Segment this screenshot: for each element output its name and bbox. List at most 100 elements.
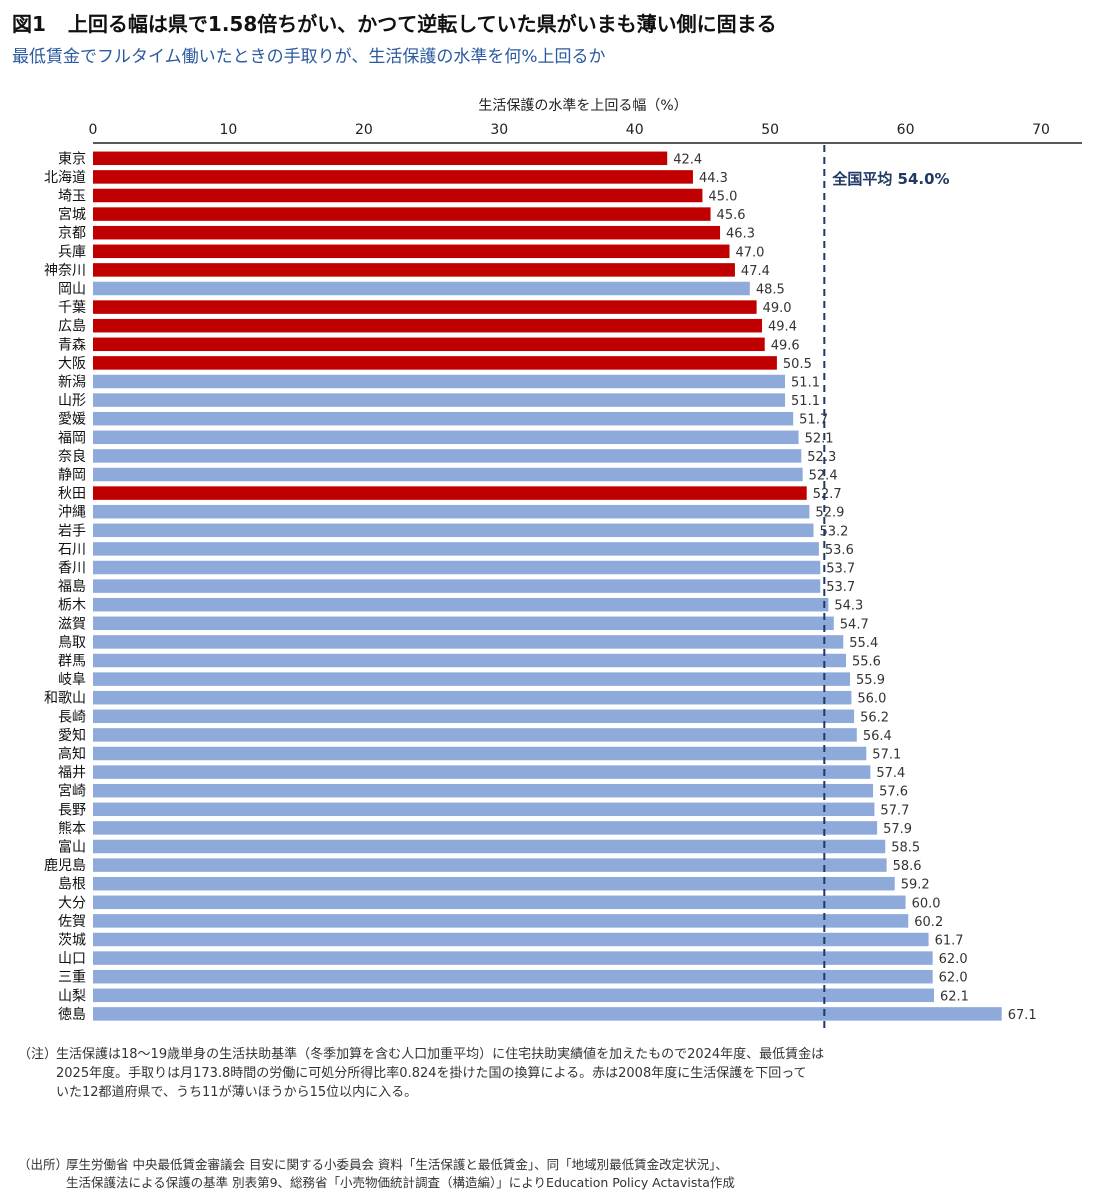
x-tick-label: 40 — [626, 122, 644, 138]
value-label: 46.3 — [726, 227, 755, 242]
value-label: 55.9 — [856, 673, 885, 688]
value-label: 60.0 — [912, 896, 941, 911]
bar — [93, 914, 909, 928]
bar — [93, 839, 886, 854]
value-label: 50.5 — [783, 357, 812, 372]
category-label: 富山 — [58, 839, 86, 856]
value-labels: 42.4 44.3 45.0 45.6 46.3 47.0 47.4 48.5 49.0 49.4… — [673, 152, 1036, 1023]
average-reference-label: 全国平均 54.0% — [831, 170, 949, 188]
category-labels: 東京北海道埼玉宮城京都兵庫神奈川岡山千葉広島青森大阪新潟山形愛媛福岡奈良静岡秋田… — [44, 151, 86, 1023]
bar — [93, 635, 844, 649]
bar — [93, 969, 933, 984]
notes: （注） 生活保護は18～19歳単身の生活扶助基準（冬季加算を含む人口加重平均）に… — [18, 1045, 918, 1102]
category-label: 宮城 — [58, 207, 86, 223]
bar — [93, 207, 711, 221]
bar — [93, 876, 895, 891]
bar — [93, 281, 750, 296]
value-label: 52.7 — [813, 487, 842, 502]
value-label: 47.4 — [741, 264, 770, 279]
x-tick-label: 70 — [1032, 122, 1050, 138]
category-label: 鹿児島 — [44, 857, 86, 874]
value-label: 51.1 — [791, 394, 820, 409]
bar — [93, 672, 851, 686]
value-label: 49.6 — [771, 338, 800, 353]
value-label: 45.0 — [708, 190, 737, 205]
bar — [93, 765, 871, 779]
category-label: 長野 — [58, 802, 86, 818]
bar — [93, 337, 765, 352]
bar — [93, 467, 803, 482]
value-label: 49.4 — [768, 320, 797, 335]
bar — [93, 170, 693, 184]
bar — [93, 542, 819, 556]
value-label: 67.1 — [1008, 1008, 1037, 1023]
category-label: 群馬 — [58, 654, 86, 670]
category-label: 東京 — [58, 151, 86, 167]
value-label: 54.7 — [840, 617, 869, 632]
value-label: 44.3 — [699, 171, 728, 186]
category-label: 京都 — [58, 226, 86, 242]
bar — [93, 690, 852, 705]
value-label: 45.6 — [717, 208, 746, 223]
bar — [93, 225, 721, 240]
category-label: 長崎 — [58, 709, 86, 725]
bar — [93, 988, 935, 1003]
x-axis-ticks: 0 10 20 30 40 50 60 70 — [89, 122, 1050, 138]
notes-line: 生活保護は18～19歳単身の生活扶助基準（冬季加算を含む人口加重平均）に住宅扶助… — [56, 1047, 825, 1062]
category-label: 奈良 — [58, 449, 86, 465]
bar — [93, 895, 906, 910]
bar — [93, 597, 829, 612]
category-label: 岩手 — [58, 523, 86, 539]
figure-number: 図1 — [12, 12, 46, 36]
x-axis-label: 生活保護の水準を上回る幅（%） — [478, 98, 687, 114]
category-label: 宮崎 — [58, 784, 86, 800]
bar — [93, 356, 777, 370]
category-label: 和歌山 — [44, 691, 86, 707]
category-label: 高知 — [58, 746, 86, 763]
notes-line: 2025年度。手取りは月173.8時間の労働に可処分所得比率0.824を掛けた国… — [56, 1066, 807, 1081]
category-label: 広島 — [58, 319, 86, 335]
category-label: 島根 — [58, 877, 86, 893]
notes-line: いた12都道府県で、うち11が薄いほうから15位以内に入る。 — [56, 1085, 418, 1100]
value-label: 57.6 — [879, 785, 908, 800]
chart-subtitle: 最低賃金でフルタイム働いたときの手取りが、生活保護の水準を何%上回るか — [12, 47, 606, 67]
value-label: 55.6 — [852, 655, 881, 670]
value-label: 53.7 — [826, 580, 855, 595]
category-label: 岐阜 — [58, 671, 86, 688]
value-label: 52.9 — [815, 506, 844, 521]
bar — [93, 802, 875, 817]
source: （出所） 厚生労働省 中央最低賃金審議会 目安に関する小委員会 資料「生活保護と… — [18, 1156, 1088, 1192]
value-label: 49.0 — [763, 301, 792, 316]
bar — [93, 951, 933, 965]
category-label: 北海道 — [44, 170, 86, 186]
category-label: 山形 — [58, 393, 86, 409]
bar — [93, 486, 807, 500]
x-tick-label: 30 — [490, 122, 508, 138]
category-label: 神奈川 — [44, 263, 86, 279]
x-tick-label: 60 — [897, 122, 915, 138]
value-label: 56.2 — [860, 710, 889, 725]
bar-chart: 生活保護の水準を上回る幅（%） 0 10 20 30 40 50 60 70 東京北海道埼玉宮… — [44, 98, 1082, 1030]
category-label: 茨城 — [58, 933, 86, 949]
source-label: （出所） — [18, 1157, 69, 1172]
category-label: 大阪 — [58, 356, 86, 372]
value-label: 56.4 — [863, 729, 892, 744]
value-label: 55.4 — [849, 636, 878, 651]
category-label: 愛媛 — [58, 412, 86, 428]
category-label: 福岡 — [58, 430, 86, 446]
bar — [93, 411, 794, 426]
bar — [93, 1007, 1002, 1021]
bar — [93, 932, 929, 947]
category-label: 香川 — [58, 561, 86, 577]
value-label: 57.9 — [883, 822, 912, 837]
bar — [93, 523, 814, 538]
value-label: 47.0 — [736, 245, 765, 260]
category-label: 福井 — [58, 765, 86, 781]
bars — [93, 151, 1002, 1021]
value-label: 51.7 — [799, 413, 828, 428]
category-label: 沖縄 — [58, 505, 86, 521]
notes-label: （注） — [18, 1047, 58, 1062]
category-label: 滋賀 — [58, 616, 86, 632]
category-label: 山口 — [58, 951, 86, 967]
source-line: 生活保護法による保護の基準 別表第9、総務省「小売物価統計調査（構造編）」により… — [66, 1175, 735, 1190]
